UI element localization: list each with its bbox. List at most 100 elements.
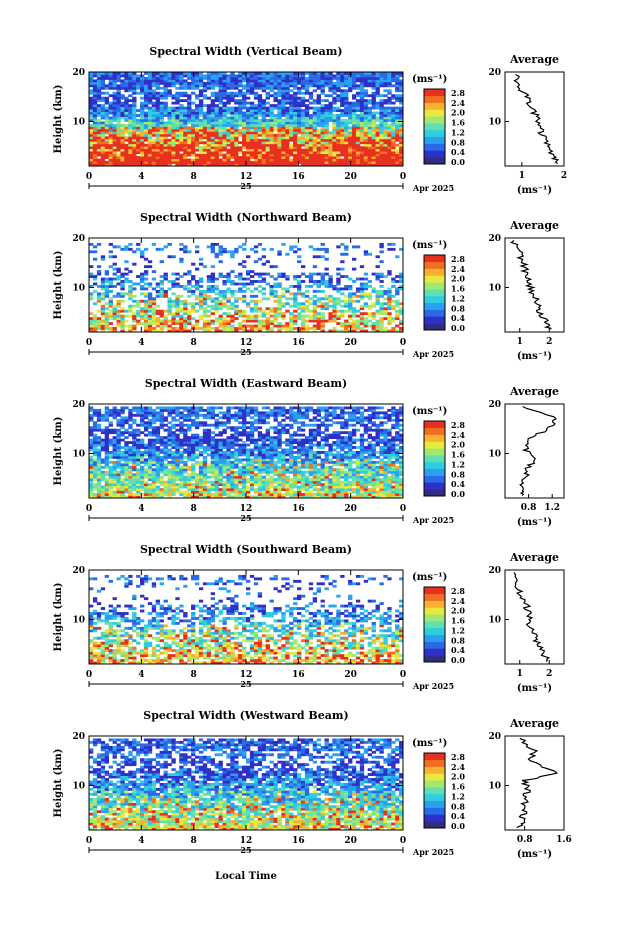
heatmap-cell [363,136,369,140]
heatmap-cell [340,158,345,162]
heatmap-cell [395,126,400,130]
heatmap-cell [143,84,149,88]
heatmap-cell [363,133,369,137]
heatmap-cell [375,272,380,276]
heatmap-cell [132,119,137,122]
heatmap-cell [96,309,102,313]
heatmap-cell [175,161,180,164]
heatmap-cell [179,148,184,152]
heatmap-cell [159,158,164,162]
heatmap-cell [155,143,161,147]
heatmap-cell [171,285,176,288]
heatmap-cell [312,84,318,88]
heatmap-cell [387,483,392,487]
heatmap-cell [249,114,255,117]
heatmap-cell [308,302,314,306]
heatmap-cell [100,104,106,108]
heatmap-cell [261,121,267,125]
heatmap-cell [348,304,353,308]
heatmap-cell [261,106,267,110]
heatmap-cell [230,121,235,125]
heatmap-cell [281,86,286,90]
heatmap-cell [246,126,251,130]
heatmap-cell [222,483,227,487]
heatmap-cell [351,488,357,491]
heatmap-cell [297,111,302,115]
heatmap-cell [159,495,164,499]
heatmap-cell [167,151,172,155]
heatmap-cell [159,91,164,95]
heatmap-cell [171,319,176,323]
heatmap-cell [375,322,380,325]
heatmap-cell [214,91,219,95]
heatmap-cell [304,163,310,167]
heatmap-cell [202,307,208,311]
heatmap-cell [132,141,137,145]
heatmap-cell [312,143,318,147]
heatmap-cell [289,76,294,80]
heatmap-cell [179,299,184,303]
heatmap-cell [112,475,117,479]
heatmap-cell [143,319,149,323]
heatmap-cell [179,114,184,117]
heatmap-cell [206,109,212,112]
heatmap-cell [249,133,255,137]
heatmap-cell [289,151,294,155]
heatmap-cell [120,151,125,155]
heatmap-cell [336,485,341,489]
heatmap-cell [249,104,255,108]
heatmap-cell [147,285,153,288]
heatmap-cell [214,490,219,494]
heatmap-cell [242,289,247,293]
heatmap-cell [308,485,314,489]
heatmap-cell [253,302,259,306]
heatmap-cell [238,275,243,278]
heatmap-cell [210,247,216,251]
heatmap-cell [151,483,157,487]
heatmap-cell [206,493,212,496]
heatmap-cell [155,131,161,135]
heatmap-cell [367,252,373,256]
heatmap-cell [379,478,384,482]
heatmap-cell [336,89,341,93]
heatmap-cell [210,280,216,283]
heatmap-cell [383,136,388,140]
heatmap-cell [297,151,302,155]
heatmap-cell [328,89,333,93]
heatmap-cell [379,490,384,494]
heatmap-cell [277,161,282,164]
heatmap-cell [383,141,388,145]
heatmap-cell [293,86,298,90]
heatmap-cell [300,309,306,313]
heatmap-cell [218,106,223,110]
heatmap-cell [151,314,157,318]
heatmap-cell [383,74,388,78]
heatmap-cell [171,327,176,330]
heatmap-cell [328,153,333,157]
heatmap-cell [340,493,345,496]
heatmap-cell [210,126,216,130]
heatmap-cell [179,123,184,127]
heatmap-cell [289,312,294,316]
heatmap-cell [167,488,172,491]
heatmap-cell [359,79,365,83]
heatmap-cell [277,488,282,491]
heatmap-cell [89,72,94,75]
heatmap-cell [222,123,227,127]
heatmap-cell [238,245,243,249]
heatmap-cell [128,86,133,90]
heatmap-cell [359,141,365,145]
heatmap-cell [159,314,164,318]
heatmap-cell [273,282,278,286]
heatmap-cell [359,319,365,323]
heatmap-cell [308,490,314,494]
colorbar-tick-label: 1.2 [451,127,465,137]
heatmap-cell [320,72,325,75]
heatmap-cell [320,490,325,494]
heatmap-cell [238,121,243,125]
heatmap-cell [104,114,110,117]
heatmap-cell [143,136,149,140]
heatmap-cell [218,490,223,494]
heatmap-cell [194,116,200,120]
heatmap-cell [104,91,110,95]
